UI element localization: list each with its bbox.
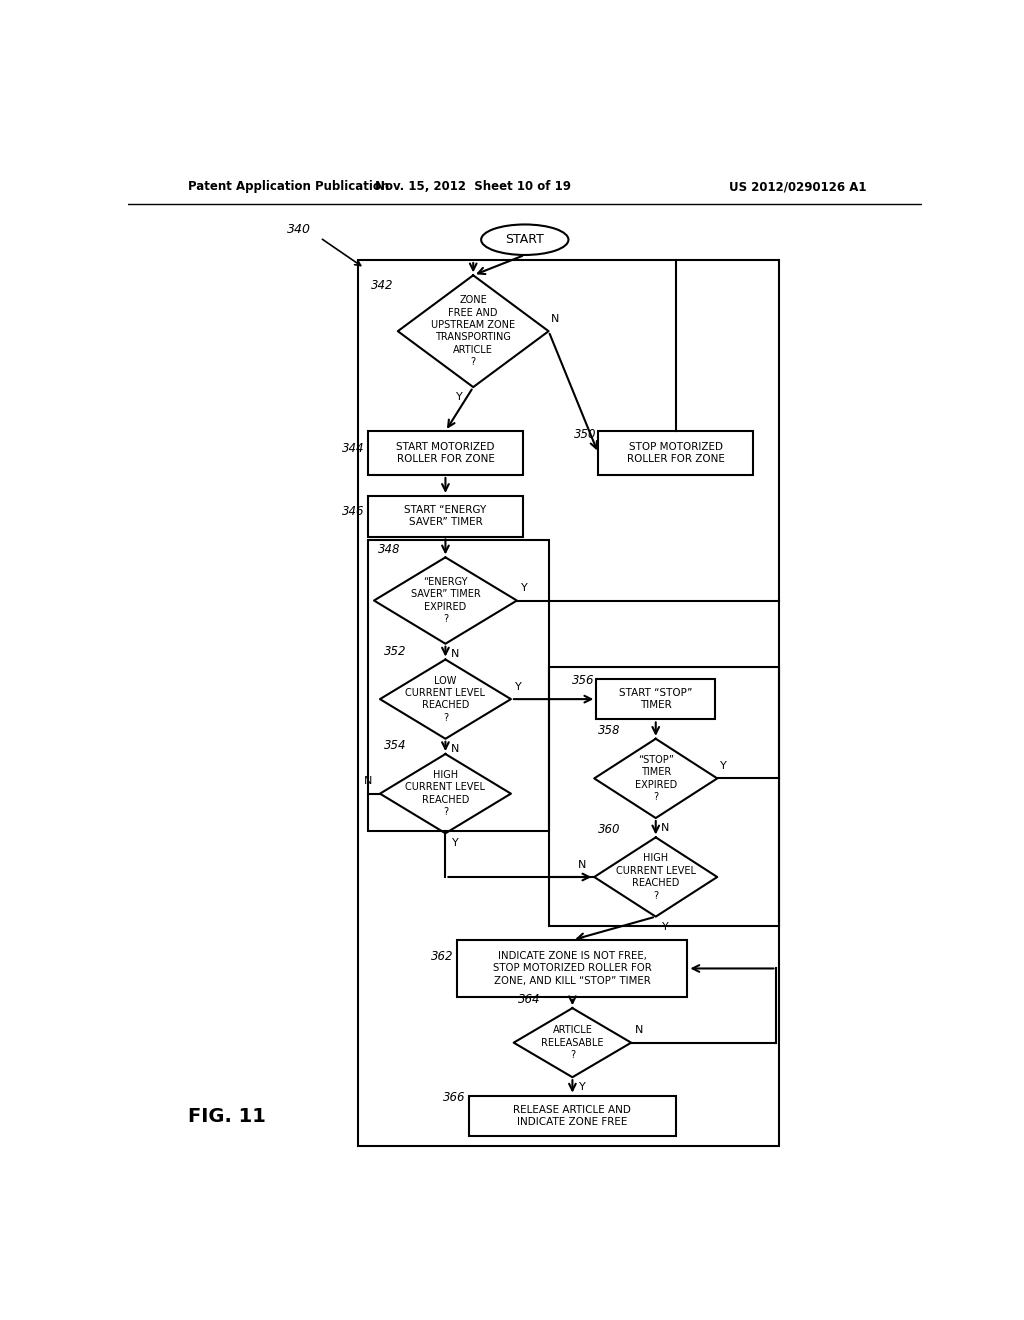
Text: N: N (451, 744, 459, 754)
Bar (358, 260, 779, 1146)
Text: 354: 354 (384, 739, 407, 752)
Text: RELEASE ARTICLE AND
INDICATE ZONE FREE: RELEASE ARTICLE AND INDICATE ZONE FREE (513, 1105, 632, 1127)
Text: ARTICLE
RELEASABLE
?: ARTICLE RELEASABLE ? (541, 1026, 604, 1060)
Bar (598, 432, 753, 475)
Text: 344: 344 (342, 442, 365, 454)
Text: 348: 348 (378, 543, 400, 556)
Text: START: START (506, 234, 544, 247)
Text: 352: 352 (384, 645, 407, 657)
Text: Nov. 15, 2012  Sheet 10 of 19: Nov. 15, 2012 Sheet 10 of 19 (375, 181, 571, 193)
Text: HIGH
CURRENT LEVEL
REACHED
?: HIGH CURRENT LEVEL REACHED ? (406, 770, 485, 817)
Text: START MOTORIZED
ROLLER FOR ZONE: START MOTORIZED ROLLER FOR ZONE (396, 442, 495, 465)
Text: HIGH
CURRENT LEVEL
REACHED
?: HIGH CURRENT LEVEL REACHED ? (615, 854, 695, 900)
Text: N: N (364, 776, 373, 787)
Text: US 2012/0290126 A1: US 2012/0290126 A1 (728, 181, 866, 193)
Text: 358: 358 (598, 725, 621, 737)
Bar (596, 678, 716, 719)
Text: N: N (635, 1026, 643, 1035)
Bar (368, 540, 549, 832)
Text: LOW
CURRENT LEVEL
REACHED
?: LOW CURRENT LEVEL REACHED ? (406, 676, 485, 723)
Text: 346: 346 (342, 504, 365, 517)
Text: 360: 360 (598, 822, 621, 836)
Text: 340: 340 (287, 223, 310, 236)
Bar (368, 432, 523, 475)
Text: N: N (662, 824, 670, 833)
Text: Y: Y (456, 392, 462, 403)
Text: Y: Y (662, 921, 669, 932)
Text: 342: 342 (372, 279, 394, 292)
Text: Patent Application Publication: Patent Application Publication (187, 181, 389, 193)
Text: Y: Y (521, 583, 528, 593)
Text: Y: Y (452, 838, 459, 849)
Text: ZONE
FREE AND
UPSTREAM ZONE
TRANSPORTING
ARTICLE
?: ZONE FREE AND UPSTREAM ZONE TRANSPORTING… (431, 296, 515, 367)
Text: Y: Y (515, 682, 522, 692)
Text: FIG. 11: FIG. 11 (187, 1107, 265, 1126)
Text: “STOP”
TIMER
EXPIRED
?: “STOP” TIMER EXPIRED ? (635, 755, 677, 803)
Text: START “ENERGY
SAVER” TIMER: START “ENERGY SAVER” TIMER (404, 506, 486, 528)
Text: 362: 362 (431, 950, 454, 962)
Text: 364: 364 (518, 994, 540, 1006)
Bar (469, 1096, 676, 1137)
Text: 356: 356 (572, 675, 595, 688)
Text: 350: 350 (574, 429, 597, 441)
Text: Y: Y (579, 1082, 586, 1093)
Text: START “STOP”
TIMER: START “STOP” TIMER (620, 688, 692, 710)
Text: “ENERGY
SAVER” TIMER
EXPIRED
?: “ENERGY SAVER” TIMER EXPIRED ? (411, 577, 480, 624)
Text: INDICATE ZONE IS NOT FREE,
STOP MOTORIZED ROLLER FOR
ZONE, AND KILL “STOP” TIMER: INDICATE ZONE IS NOT FREE, STOP MOTORIZE… (493, 952, 652, 986)
Bar (368, 496, 523, 536)
Text: N: N (551, 314, 559, 323)
Bar (458, 940, 687, 997)
Text: N: N (451, 649, 459, 659)
Text: Y: Y (720, 762, 727, 771)
Text: 366: 366 (442, 1092, 465, 1104)
Text: STOP MOTORIZED
ROLLER FOR ZONE: STOP MOTORIZED ROLLER FOR ZONE (627, 442, 725, 465)
Bar (549, 667, 778, 925)
Text: N: N (579, 859, 587, 870)
